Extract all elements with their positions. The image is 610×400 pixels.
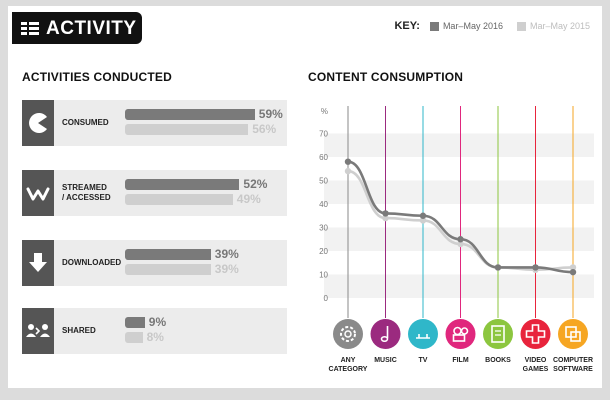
bar-2015 <box>125 332 143 343</box>
data-point-2015 <box>419 217 427 224</box>
consumption-line-chart: 0 10 20 30 40 50 60 70% ANY CATEGORY MUSIC TV FILM BO… <box>319 106 594 373</box>
legend-text-2016: Mar–May 2016 <box>442 21 503 31</box>
share-icon <box>22 308 54 354</box>
y-tick-label: 20 <box>319 247 328 256</box>
activity-label: CONSUMED <box>62 118 109 127</box>
list-icon <box>21 22 39 36</box>
bar-2016 <box>125 317 145 328</box>
y-tick-label: 40 <box>319 200 328 209</box>
category-label: CATEGORY <box>329 366 368 373</box>
infographic-card: ACTIVITY KEY: Mar–May 2016 Mar–May 2015 … <box>8 6 602 388</box>
y-axis-label: % <box>321 107 328 116</box>
legend-swatch-2015 <box>516 21 526 31</box>
y-tick-label: 10 <box>319 271 328 280</box>
category-label: COMPUTER <box>553 357 593 364</box>
data-point-2016 <box>494 264 502 271</box>
data-point-2016 <box>344 158 352 165</box>
book-lines <box>495 330 501 336</box>
gear-icon-center <box>344 330 352 338</box>
y-tick-label: 70 <box>319 130 328 139</box>
bar-2015 <box>125 124 249 135</box>
y-tick-label: 0 <box>324 294 329 303</box>
y-tick-label: 50 <box>319 177 328 186</box>
data-point-2016 <box>419 212 427 219</box>
bar-value-2015: 8% <box>146 330 164 344</box>
data-point-2015 <box>344 167 352 175</box>
bar-value-2016: 52% <box>243 177 268 191</box>
bar-value-2016: 59% <box>258 107 283 121</box>
activity-label: STREAMED / ACCESSED <box>62 183 111 202</box>
data-point-2015 <box>569 264 577 271</box>
bar-value-2015: 56% <box>252 122 277 136</box>
page-title: ACTIVITY <box>46 18 137 39</box>
category-label: MUSIC <box>374 357 397 364</box>
legend-text-2015: Mar–May 2015 <box>529 21 590 31</box>
category-badge <box>558 319 588 349</box>
legend: KEY: Mar–May 2016 Mar–May 2015 <box>394 20 590 32</box>
legend-swatch-2016 <box>429 21 439 31</box>
consumption-chart-title: CONTENT CONSUMPTION <box>308 70 464 84</box>
music-note-head <box>380 335 389 343</box>
gamepad-icon <box>525 324 546 344</box>
grid-band <box>324 133 594 157</box>
film-reel <box>460 327 469 335</box>
bar-2015 <box>125 264 211 275</box>
streaming-icon <box>22 170 54 216</box>
activity-label: DOWNLOADED <box>62 258 122 267</box>
bar-2016 <box>125 179 240 190</box>
gear-icon <box>340 326 356 342</box>
data-point-2016 <box>569 268 577 276</box>
grid-band <box>324 274 594 298</box>
category-label: ANY <box>341 357 356 364</box>
activity-row-streamed-accessed: STREAMED / ACCESSED 52% 49% <box>22 170 287 216</box>
category-label: VIDEO <box>525 357 547 364</box>
category-label: BOOKS <box>485 357 511 364</box>
y-tick-label: 60 <box>319 153 328 162</box>
category-label: FILM <box>452 357 468 364</box>
tv-icon <box>416 334 430 339</box>
activities-chart-title: ACTIVITIES CONDUCTED <box>22 70 173 84</box>
category-label: SOFTWARE <box>553 366 593 373</box>
bar-2015 <box>125 194 233 205</box>
grid-band <box>324 180 594 204</box>
bar-value-2015: 49% <box>236 192 261 206</box>
bar-value-2015: 39% <box>214 262 239 276</box>
legend-item-2016: Mar–May 2016 <box>429 21 503 31</box>
software-window <box>570 331 581 342</box>
data-point-2015 <box>457 240 464 248</box>
film-body <box>452 334 466 342</box>
bar-2016 <box>125 109 255 120</box>
category-badge <box>370 319 401 349</box>
legend-item-2015: Mar–May 2015 <box>516 21 590 31</box>
category-badge <box>520 319 551 349</box>
bar-2016 <box>125 249 211 260</box>
pacman-icon <box>22 100 54 146</box>
category-badge <box>483 319 513 349</box>
bar-value-2016: 9% <box>148 315 167 329</box>
legend-label: KEY: <box>394 20 420 32</box>
title-bar: ACTIVITY <box>12 12 142 44</box>
y-tick-label: 30 <box>319 224 328 233</box>
bar-value-2016: 39% <box>214 247 239 261</box>
download-icon <box>22 240 54 286</box>
category-badge <box>408 319 438 349</box>
book-icon <box>491 325 505 343</box>
data-point-2016 <box>457 236 464 243</box>
activity-label: SHARED <box>62 326 96 335</box>
category-label: TV <box>419 357 428 364</box>
activity-row-consumed: CONSUMED 59% 56% <box>22 100 287 146</box>
category-label: GAMES <box>523 366 549 373</box>
data-point-2016 <box>532 264 539 271</box>
data-point-2015 <box>382 214 389 222</box>
activity-row-downloaded: DOWNLOADED 39% 39% <box>22 240 287 286</box>
activity-row-shared: SHARED 9% 8% <box>22 308 287 354</box>
data-point-2016 <box>382 210 389 217</box>
category-badge <box>333 319 363 349</box>
